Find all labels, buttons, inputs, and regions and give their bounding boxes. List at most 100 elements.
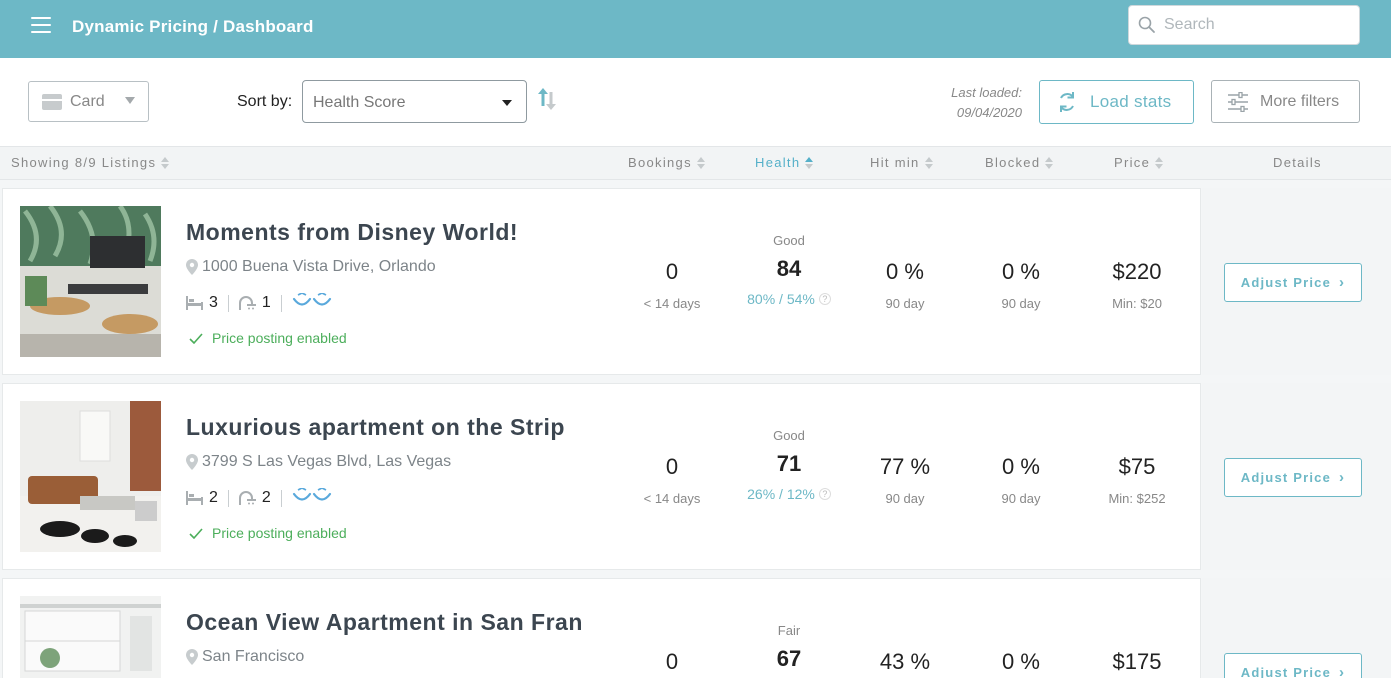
showing-count-label: Showing 8/9 Listings <box>11 155 157 170</box>
refresh-icon <box>1060 92 1074 112</box>
price-value: $175 <box>1112 649 1162 674</box>
listing-address-text: San Francisco <box>202 648 305 665</box>
health-header-label: Health <box>755 155 801 170</box>
blocked-value: 0 % <box>1002 454 1040 479</box>
listing-address: 3799 S Las Vegas Blvd, Las Vegas <box>186 453 451 471</box>
checkmark-icon <box>189 332 203 344</box>
health-rating: Good <box>773 233 805 248</box>
listing-card: Ocean View Apartment in San Fran San Fra… <box>2 578 1201 678</box>
price-min: Min: $20 <box>1112 296 1162 311</box>
menu-icon[interactable] <box>31 17 51 33</box>
price-stat: $175 <box>1077 649 1197 677</box>
help-icon[interactable]: ? <box>818 293 831 305</box>
price-value: $220 <box>1112 259 1162 284</box>
help-icon[interactable]: ? <box>818 488 831 500</box>
bookings-value: 0 <box>665 259 679 284</box>
baths-count: 1 <box>261 294 271 311</box>
showing-count-header[interactable]: Showing 8/9 Listings <box>11 155 170 170</box>
listing-photo[interactable] <box>20 596 161 678</box>
adjust-price-label: Adjust Price <box>1240 665 1332 678</box>
price-column-header[interactable]: Price <box>1114 155 1164 170</box>
search-input[interactable] <box>1164 16 1344 34</box>
hit-min-stat: 77 % 90 day <box>845 454 965 506</box>
sort-select-value: Health Score <box>313 94 406 111</box>
view-mode-select[interactable]: Card <box>28 81 149 122</box>
toolbar: Card Sort by: Health Score Last loaded: … <box>0 58 1391 146</box>
sort-icon <box>1045 156 1054 170</box>
hit-min-period: 90 day <box>885 491 925 506</box>
search-box[interactable] <box>1128 5 1360 45</box>
top-bar: Dynamic Pricing / Dashboard <box>0 0 1391 58</box>
health-score: 71 <box>776 451 802 476</box>
price-value: $75 <box>1118 454 1156 479</box>
bookings-stat: 0 < 14 days <box>612 454 732 506</box>
bookings-value: 0 <box>665 454 679 479</box>
price-stat: $75 Min: $252 <box>1077 454 1197 506</box>
sort-icon <box>161 156 170 170</box>
location-pin-icon <box>186 649 198 665</box>
more-filters-button[interactable]: More filters <box>1211 80 1360 123</box>
adjust-price-label: Adjust Price <box>1240 470 1332 485</box>
hit-min-column-header[interactable]: Hit min <box>870 155 934 170</box>
price-stat: $220 Min: $20 <box>1077 259 1197 311</box>
health-stat: Fair 67 <box>729 623 849 674</box>
health-percent: 80% / 54%? <box>729 291 849 307</box>
price-posting-status: Price posting enabled <box>189 330 347 346</box>
hit-min-period: 90 day <box>885 296 925 311</box>
hit-min-stat: 43 % <box>845 649 965 677</box>
search-icon <box>1138 16 1155 33</box>
sort-icon <box>924 156 934 170</box>
blocked-value: 0 % <box>1002 259 1040 284</box>
bookings-value: 0 <box>665 649 679 674</box>
last-loaded-date: 09/04/2020 <box>956 105 1022 120</box>
listing-address-text: 3799 S Las Vegas Blvd, Las Vegas <box>202 453 452 470</box>
sort-select[interactable]: Health Score <box>302 80 527 123</box>
blocked-stat: 0 % 90 day <box>961 259 1081 311</box>
adjust-price-button[interactable]: Adjust Price › <box>1224 263 1362 302</box>
price-header-label: Price <box>1114 155 1151 170</box>
listing-photo[interactable] <box>20 401 161 552</box>
checkmark-icon <box>189 527 203 539</box>
page-title: Dynamic Pricing / Dashboard <box>72 17 314 36</box>
listing-title[interactable]: Luxurious apartment on the Strip <box>186 414 565 440</box>
listing-title[interactable]: Moments from Disney World! <box>186 219 519 245</box>
sort-icon <box>1155 156 1164 170</box>
column-header-row: Showing 8/9 Listings Bookings Health Hit… <box>0 146 1391 180</box>
bookings-column-header[interactable]: Bookings <box>628 155 706 170</box>
listing-title[interactable]: Ocean View Apartment in San Fran <box>186 609 583 635</box>
blocked-column-header[interactable]: Blocked <box>985 155 1054 170</box>
price-min: Min: $252 <box>1108 491 1166 506</box>
smile-icon[interactable] <box>292 293 332 313</box>
load-stats-button[interactable]: Load stats <box>1039 80 1194 124</box>
health-rating: Good <box>773 428 805 443</box>
health-stat: Good 71 26% / 12%? <box>729 428 849 502</box>
smile-icon[interactable] <box>292 488 332 508</box>
health-percent-text: 26% / 12% <box>747 486 815 502</box>
health-percent: 26% / 12%? <box>729 486 849 502</box>
view-mode-label: Card <box>70 92 105 110</box>
beds-count: 2 <box>209 489 218 506</box>
hit-min-value: 0 % <box>886 259 924 284</box>
adjust-price-button[interactable]: Adjust Price › <box>1224 653 1362 678</box>
details-header-label: Details <box>1273 155 1322 170</box>
blocked-value: 0 % <box>1002 649 1040 674</box>
blocked-stat: 0 % 90 day <box>961 454 1081 506</box>
listing-photo[interactable] <box>20 206 161 357</box>
bookings-header-label: Bookings <box>628 155 692 170</box>
blocked-header-label: Blocked <box>985 155 1041 170</box>
price-posting-label: Price posting enabled <box>212 525 347 541</box>
health-column-header[interactable]: Health <box>755 155 814 170</box>
hit-min-value: 77 % <box>879 454 931 479</box>
health-score: 67 <box>776 646 802 671</box>
listing-address: 1000 Buena Vista Drive, Orlando <box>186 258 436 276</box>
sort-direction-icon[interactable] <box>537 86 557 112</box>
sort-label: Sort by: <box>237 93 293 110</box>
last-loaded-label: Last loaded: <box>951 85 1022 100</box>
bed-icon <box>186 491 203 505</box>
health-rating: Fair <box>777 623 801 638</box>
adjust-price-button[interactable]: Adjust Price › <box>1224 458 1362 497</box>
load-stats-label: Load stats <box>1090 92 1172 111</box>
chevron-right-icon: › <box>1339 664 1346 678</box>
health-score: 84 <box>776 256 802 281</box>
location-pin-icon <box>186 454 198 470</box>
